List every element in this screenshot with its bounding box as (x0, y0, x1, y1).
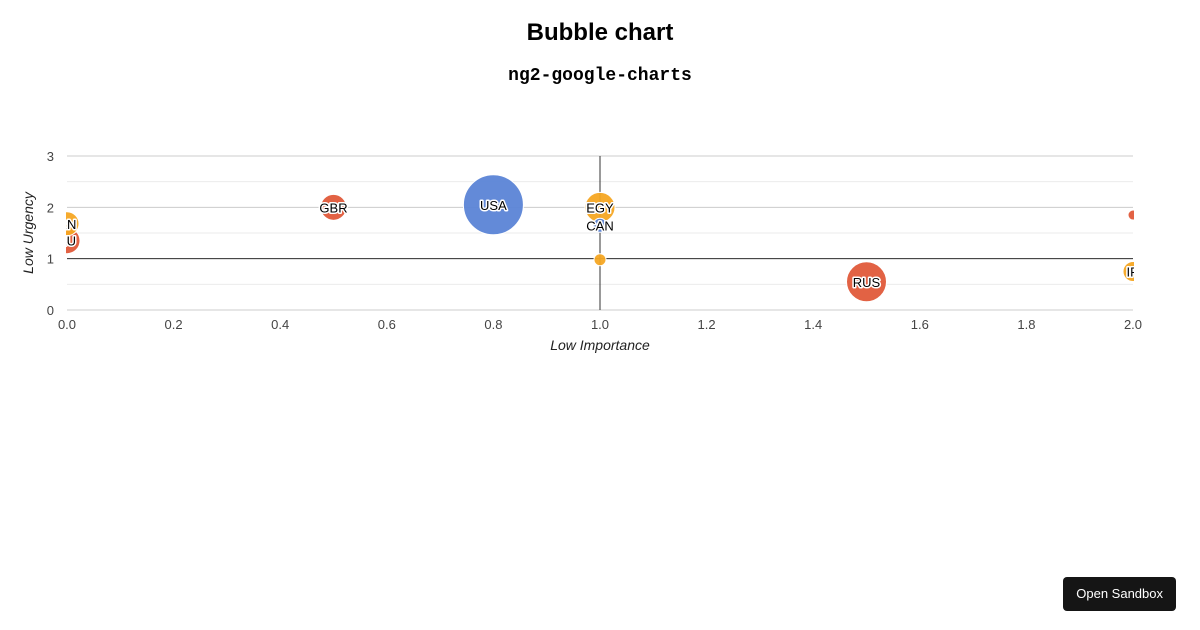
bubble-ir[interactable] (1122, 261, 1143, 282)
bubble-rn[interactable] (55, 211, 80, 237)
bubbles (55, 174, 1143, 303)
x-tick-label: 0.6 (378, 317, 396, 332)
bubble-label: RUS (853, 275, 881, 290)
bubble-label: GBR (319, 200, 347, 215)
bubble-unlabeled[interactable] (1127, 209, 1138, 221)
bubble-rus[interactable] (846, 261, 887, 303)
y-tick-label: 0 (47, 303, 54, 318)
bubble-label: EU (58, 234, 76, 249)
x-tick-label: 0.0 (58, 317, 76, 332)
page-subtitle: ng2-google-charts (508, 66, 692, 86)
x-tick-label: 1.6 (911, 317, 929, 332)
bubble-gbr[interactable] (320, 193, 347, 221)
bubble-label: CAN (586, 218, 613, 233)
open-sandbox-button[interactable]: Open Sandbox (1063, 577, 1176, 611)
bubble-label: USA (480, 198, 507, 213)
x-tick-label: 2.0 (1124, 317, 1142, 332)
x-axis-title: Low Importance (550, 337, 650, 353)
x-tick-label: 0.4 (271, 317, 289, 332)
bubble-label: EGY (586, 200, 614, 215)
bubble-label: IR (1127, 265, 1140, 280)
x-tick-label: 1.0 (591, 317, 609, 332)
y-tick-label: 1 (47, 252, 54, 267)
bubble-unlabeled[interactable] (593, 253, 607, 267)
x-tick-label: 0.2 (165, 317, 183, 332)
y-tick-label: 3 (47, 149, 54, 164)
axis-ticks: 0 1 2 3 0.0 0.2 0.4 0.6 0.8 1.0 1.2 1.4 1.6 1.8 2.0 (47, 149, 1142, 332)
y-tick-label: 2 (47, 200, 54, 215)
x-tick-label: 1.8 (1017, 317, 1035, 332)
bubble-labels: USA RUS EGY EU GBR RN IR CAN (58, 196, 1140, 291)
x-tick-label: 1.4 (804, 317, 822, 332)
bubble-usa[interactable] (462, 174, 524, 236)
x-tick-label: 0.8 (484, 317, 502, 332)
y-axis-title: Low Urgency (20, 191, 36, 274)
bubble-can[interactable] (592, 217, 608, 233)
bubble-label: RN (58, 217, 77, 232)
x-tick-label: 1.2 (698, 317, 716, 332)
page-title: Bubble chart (526, 19, 674, 46)
